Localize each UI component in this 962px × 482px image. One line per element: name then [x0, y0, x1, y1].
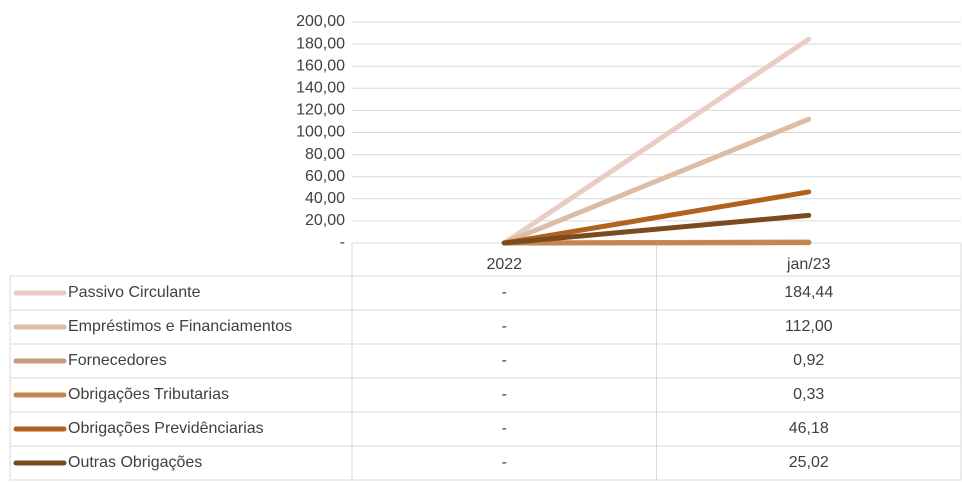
data-label: 25,02 — [789, 454, 829, 471]
data-label: - — [502, 352, 507, 369]
data-label: 46,18 — [789, 420, 829, 437]
data-label: 112,00 — [785, 318, 833, 335]
y-tick-label: 140,00 — [296, 80, 345, 97]
x-tick-label: 2022 — [486, 256, 522, 273]
series-line — [501, 189, 812, 246]
data-label: 0,33 — [793, 386, 824, 403]
legend-label: Passivo Circulante — [68, 284, 201, 301]
legend-label: Outras Obrigações — [68, 454, 202, 471]
data-label: 184,44 — [784, 284, 833, 301]
legend-label: Obrigações Previdênciarias — [68, 420, 264, 437]
y-tick-label: 120,00 — [296, 102, 345, 119]
data-label: 0,92 — [793, 352, 824, 369]
y-tick-label: 40,00 — [305, 190, 345, 207]
data-label: - — [502, 284, 507, 301]
legend-label: Obrigações Tributarias — [68, 386, 229, 403]
x-tick-label: jan/23 — [786, 256, 831, 273]
y-tick-label: 100,00 — [296, 124, 345, 141]
y-tick-label: 160,00 — [296, 57, 345, 74]
data-label: - — [502, 318, 507, 335]
series-line — [501, 116, 812, 246]
series-line — [501, 36, 812, 246]
y-tick-label: 200,00 — [296, 13, 345, 30]
y-tick-label: - — [340, 234, 345, 251]
data-label: - — [502, 386, 507, 403]
y-tick-label: 80,00 — [305, 146, 345, 163]
legend-label: Empréstimos e Financiamentos — [68, 318, 292, 335]
data-label: - — [502, 454, 507, 471]
legend-label: Fornecedores — [68, 352, 167, 369]
table-cell — [656, 445, 962, 481]
y-tick-label: 60,00 — [305, 168, 345, 185]
data-label: - — [502, 420, 507, 437]
series-line — [501, 212, 812, 246]
y-tick-label: 20,00 — [305, 212, 345, 229]
y-tick-label: 180,00 — [296, 35, 345, 52]
